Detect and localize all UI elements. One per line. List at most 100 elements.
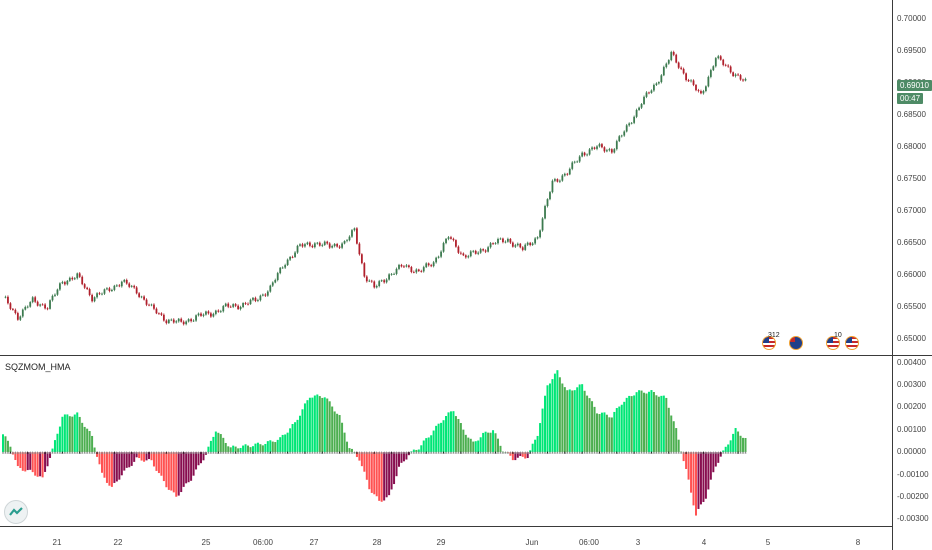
squeeze-dot [375, 450, 378, 454]
time-tick-label: 22 [113, 538, 123, 547]
us-flag-icon[interactable] [762, 336, 776, 350]
price-axis[interactable] [892, 0, 932, 550]
candle [395, 268, 398, 274]
us-flag-icon[interactable] [845, 336, 859, 350]
candle [558, 180, 561, 182]
squeeze-dot [91, 450, 94, 454]
histogram-bar [670, 415, 673, 453]
histogram-bar [454, 416, 457, 453]
candle [729, 66, 732, 73]
candle [192, 320, 195, 322]
squeeze-dot [620, 450, 623, 454]
candle [103, 289, 106, 294]
squeeze-dot [526, 450, 529, 454]
squeeze-dot [704, 450, 707, 454]
candle [514, 245, 517, 247]
tradingview-logo-icon[interactable] [4, 500, 28, 524]
histogram-bar [284, 434, 287, 453]
squeeze-dot [341, 450, 344, 454]
candle [14, 309, 17, 314]
candle [222, 306, 225, 312]
candle [19, 316, 22, 320]
time-tick-label: 8 [855, 538, 861, 547]
squeeze-dot [333, 450, 336, 454]
histogram-bar [118, 452, 121, 480]
squeeze-dot [306, 450, 309, 454]
indicator-tick-label: 0.00200 [897, 402, 926, 412]
squeeze-dot [294, 450, 297, 454]
indicator-title[interactable]: SQZMOM_HMA [5, 362, 71, 372]
candle [554, 179, 556, 181]
histogram-bar [573, 390, 576, 453]
squeeze-dot [76, 450, 79, 454]
candle [467, 256, 470, 258]
squeeze-dot [311, 450, 314, 454]
histogram-bar [556, 370, 559, 453]
squeeze-dot [727, 450, 730, 454]
squeeze-dot [224, 450, 227, 454]
squeeze-dot [204, 450, 207, 454]
squeeze-dot [197, 450, 200, 454]
histogram-bar [576, 387, 579, 453]
histogram-bar [717, 452, 720, 463]
histogram-bar [227, 446, 230, 453]
candle [697, 90, 700, 92]
time-tick-label: 27 [309, 538, 319, 547]
squeeze-dot [608, 450, 611, 454]
squeeze-dot [551, 450, 554, 454]
indicator-chart[interactable] [0, 356, 892, 526]
us-flag-icon[interactable] [826, 336, 840, 350]
histogram-bar [583, 390, 586, 453]
histogram-bar [348, 448, 351, 453]
squeeze-dot [578, 450, 581, 454]
squeeze-dot [685, 450, 688, 454]
australia-flag-icon[interactable] [789, 336, 803, 350]
candle [667, 60, 670, 64]
histogram-bar [625, 397, 628, 453]
squeeze-dot [422, 450, 425, 454]
time-tick-label: 06:00 [578, 538, 600, 547]
histogram-bar [269, 440, 272, 453]
price-tick-label: 0.66000 [897, 270, 926, 280]
histogram-bar [675, 428, 678, 453]
squeeze-dot [635, 450, 638, 454]
candle [707, 76, 710, 87]
histogram-bar [482, 432, 485, 453]
squeeze-dot [714, 450, 717, 454]
histogram-bar [160, 452, 163, 476]
candle [9, 303, 12, 309]
candle [576, 161, 579, 163]
histogram-bar [385, 452, 388, 498]
price-chart[interactable] [0, 0, 892, 355]
candle [249, 299, 252, 305]
candle [118, 285, 121, 287]
squeeze-dot [662, 450, 665, 454]
squeeze-dot [544, 450, 547, 454]
histogram-bar [140, 452, 143, 461]
candle [544, 206, 546, 219]
candle [601, 144, 603, 148]
squeeze-dot [103, 450, 106, 454]
candle [610, 149, 613, 153]
squeeze-dot [628, 450, 631, 454]
candle [608, 149, 611, 151]
squeeze-dot [539, 450, 542, 454]
pane-divider[interactable] [0, 355, 932, 356]
candle [474, 250, 477, 254]
candle [591, 147, 593, 150]
histogram-bar [224, 442, 227, 453]
squeeze-dot [234, 450, 237, 454]
candle [719, 56, 722, 60]
candle [316, 242, 319, 244]
squeeze-dot [284, 450, 287, 454]
squeeze-dot [36, 450, 39, 454]
histogram-bar [279, 437, 282, 453]
histogram-bar [165, 452, 168, 488]
time-tick-label: 21 [52, 538, 62, 547]
squeeze-dot [516, 450, 519, 454]
squeeze-dot [536, 450, 539, 454]
histogram-bar [333, 411, 336, 453]
histogram-bar [254, 443, 257, 453]
squeeze-dot [531, 450, 534, 454]
squeeze-dot [39, 450, 42, 454]
